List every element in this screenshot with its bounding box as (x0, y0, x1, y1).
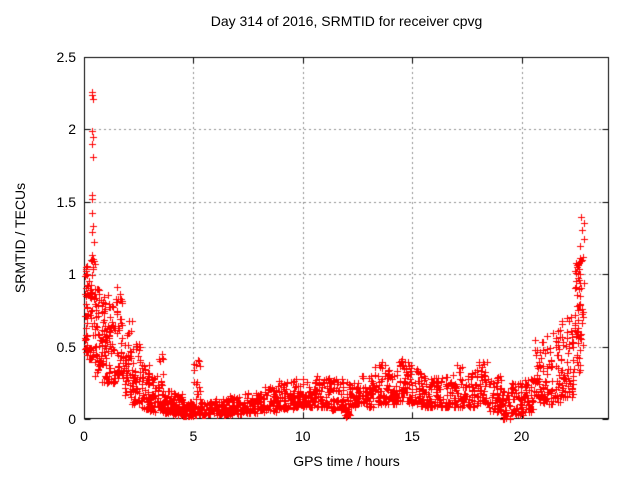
x-tick-label: 0 (80, 428, 88, 444)
y-tick-label: 2.5 (56, 49, 76, 65)
x-tick-label: 5 (189, 428, 198, 444)
y-tick-label: 2 (68, 121, 76, 138)
chart-title: Day 314 of 2016, SRMTID for receiver cpv… (210, 13, 483, 29)
x-tick-label: 20 (513, 428, 530, 444)
y-tick-label: 0 (68, 411, 76, 427)
x-axis-label: GPS time / hours (293, 453, 400, 469)
y-tick-label: 1 (68, 266, 76, 283)
x-tick-label: 10 (294, 428, 311, 444)
x-tick-label: 15 (404, 428, 420, 444)
y-tick-label: 1.5 (56, 193, 76, 210)
y-tick-label: 0.5 (56, 338, 76, 355)
